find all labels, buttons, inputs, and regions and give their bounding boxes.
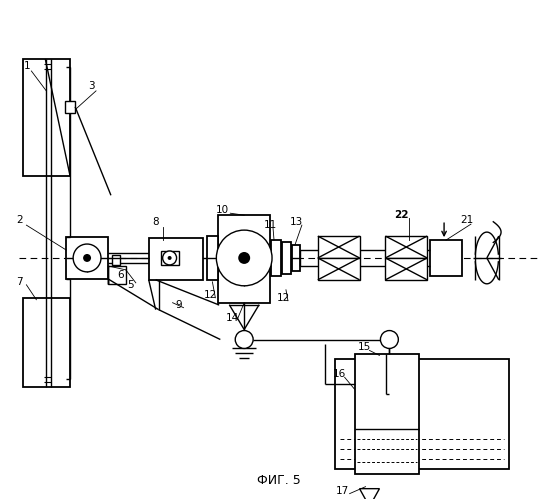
Bar: [65, 101, 75, 113]
Text: 12: 12: [204, 290, 217, 300]
Circle shape: [83, 254, 91, 262]
Text: 14: 14: [225, 312, 239, 322]
Bar: [271, 240, 281, 276]
Text: 7: 7: [16, 277, 23, 287]
Text: 15: 15: [358, 342, 371, 352]
Bar: [149, 238, 204, 280]
Circle shape: [217, 230, 272, 286]
Bar: [386, 258, 427, 280]
Text: ФИГ. 5: ФИГ. 5: [257, 474, 301, 487]
Circle shape: [235, 330, 253, 348]
Text: 6: 6: [118, 270, 124, 280]
Text: 9: 9: [175, 300, 182, 310]
Bar: [318, 258, 359, 280]
Circle shape: [162, 251, 176, 265]
Text: 21: 21: [460, 215, 474, 225]
Bar: [108, 266, 126, 284]
Text: 13: 13: [290, 217, 304, 227]
Text: 2: 2: [16, 215, 23, 225]
Bar: [335, 360, 509, 469]
Bar: [318, 236, 359, 258]
Circle shape: [381, 330, 398, 348]
Circle shape: [238, 252, 250, 264]
Text: 17: 17: [336, 486, 349, 496]
Circle shape: [167, 256, 172, 260]
Bar: [112, 255, 120, 265]
Bar: [430, 240, 462, 276]
Text: 11: 11: [263, 220, 277, 230]
Text: 16: 16: [333, 370, 347, 380]
Bar: [282, 242, 291, 274]
Bar: [23, 59, 70, 176]
Polygon shape: [359, 488, 379, 500]
Bar: [292, 245, 300, 271]
Bar: [208, 236, 218, 280]
Text: 10: 10: [216, 205, 229, 215]
Text: 22: 22: [394, 210, 408, 220]
Text: 12: 12: [276, 292, 290, 302]
Circle shape: [73, 244, 101, 272]
Text: 1: 1: [24, 61, 31, 71]
Bar: [23, 298, 70, 387]
Bar: [354, 354, 419, 474]
Bar: [218, 215, 270, 302]
Text: 8: 8: [152, 217, 159, 227]
Bar: [66, 237, 108, 279]
Bar: [161, 251, 179, 265]
Text: 5: 5: [128, 280, 134, 290]
Bar: [386, 236, 427, 258]
Text: 3: 3: [88, 81, 94, 91]
